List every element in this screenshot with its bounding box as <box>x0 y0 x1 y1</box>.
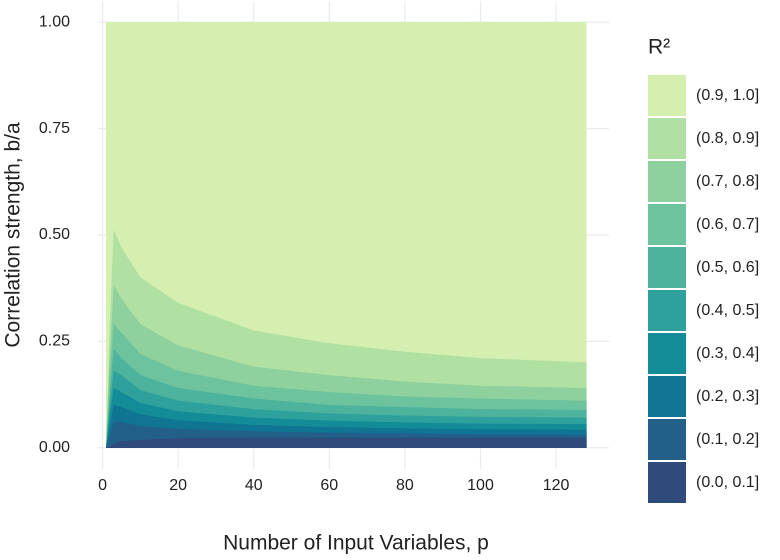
legend-key <box>648 462 686 503</box>
x-axis-label: Number of Input Variables, p <box>223 532 489 555</box>
x-tick-label: 40 <box>245 477 263 494</box>
axes: 0 20 40 60 80 100 120 0.00 0.25 0.50 0.75 1.00 <box>39 13 570 494</box>
legend-key <box>648 247 686 288</box>
legend-label: (0.7, 0.8] <box>696 173 759 190</box>
y-tick-label: 0.25 <box>39 333 70 350</box>
legend-key <box>648 376 686 417</box>
legend-key <box>648 161 686 202</box>
x-tick-label: 80 <box>396 477 414 494</box>
x-tick-label: 60 <box>320 477 338 494</box>
legend-label: (0.1, 0.2] <box>696 431 759 448</box>
y-tick-label: 0.50 <box>39 226 70 243</box>
contour-bands <box>106 22 587 448</box>
legend-label: (0.8, 0.9] <box>696 130 759 147</box>
legend-key <box>648 290 686 331</box>
contour-band <box>106 437 587 448</box>
y-tick-label: 0.00 <box>39 439 70 456</box>
legend-label: (0.9, 1.0] <box>696 87 759 104</box>
legend-key <box>648 118 686 159</box>
legend-label: (0.5, 0.6] <box>696 259 759 276</box>
legend-key <box>648 333 686 374</box>
legend-label: (0.2, 0.3] <box>696 388 759 405</box>
legend-label: (0.3, 0.4] <box>696 345 759 362</box>
legend-key <box>648 204 686 245</box>
legend-key <box>648 75 686 116</box>
y-axis-label: Correlation strength, b/a <box>2 122 25 348</box>
legend-label: (0.6, 0.7] <box>696 216 759 233</box>
y-tick-label: 0.75 <box>39 120 70 137</box>
legend-label: (0.4, 0.5] <box>696 302 759 319</box>
x-tick-label: 20 <box>169 477 187 494</box>
legend-label: (0.0, 0.1] <box>696 474 759 491</box>
x-tick-label: 100 <box>467 477 494 494</box>
legend-title: R² <box>648 36 670 59</box>
legend: (0.9, 1.0] (0.8, 0.9] (0.7, 0.8] (0.6, 0.7]… <box>648 75 759 503</box>
legend-key <box>648 419 686 460</box>
x-tick-label: 0 <box>98 477 107 494</box>
x-tick-label: 120 <box>543 477 570 494</box>
y-tick-label: 1.00 <box>39 13 70 30</box>
